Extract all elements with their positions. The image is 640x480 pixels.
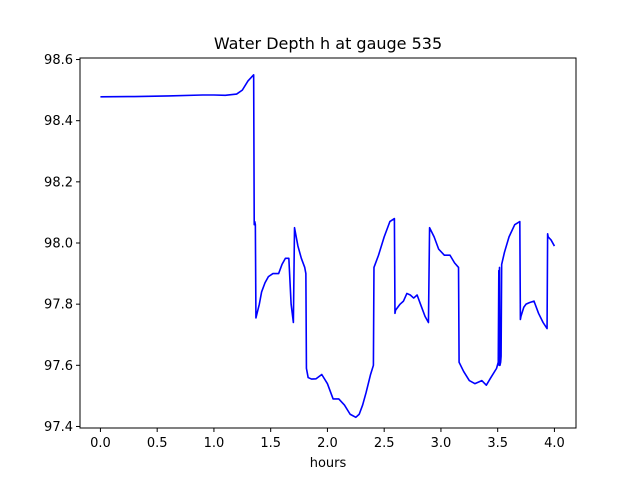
x-tick-label: 3.5 (487, 436, 508, 451)
plot-frame (79, 57, 577, 429)
y-tick-label: 97.6 (44, 359, 73, 374)
y-tick-label: 98.4 (44, 114, 73, 129)
chart-title: Water Depth h at gauge 535 (214, 34, 442, 53)
x-axis: 0.0 0.5 1.0 1.5 2.0 2.5 3.0 3.5 4.0 (90, 428, 565, 451)
y-axis: 97.4 97.6 97.8 98.0 98.2 98.4 98.6 (44, 53, 80, 435)
x-axis-label: hours (310, 456, 347, 471)
series-layer (100, 74, 556, 419)
y-tick-label: 98.6 (44, 53, 73, 68)
y-tick-label: 98.0 (44, 237, 73, 252)
y-tick-label: 97.4 (44, 420, 73, 435)
y-tick-label: 97.8 (44, 298, 73, 313)
y-tick-label: 98.2 (44, 175, 73, 190)
x-tick-label: 2.0 (317, 436, 338, 451)
x-tick-label: 2.5 (374, 436, 395, 451)
series-line (100, 74, 556, 419)
plot-area (80, 58, 576, 428)
x-tick-label: 1.0 (204, 436, 225, 451)
x-tick-label: 1.5 (260, 436, 281, 451)
x-tick-label: 3.0 (431, 436, 452, 451)
x-tick-label: 0.0 (90, 436, 111, 451)
x-tick-label: 0.5 (147, 436, 168, 451)
x-tick-label: 4.0 (544, 436, 565, 451)
